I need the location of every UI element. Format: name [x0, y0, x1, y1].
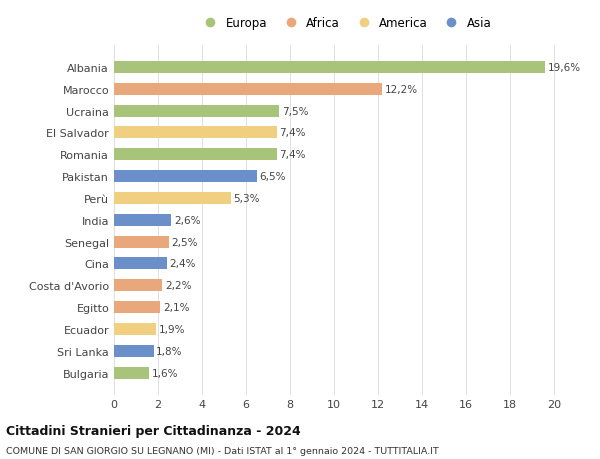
Text: 5,3%: 5,3%: [233, 194, 260, 203]
Bar: [114, 323, 156, 335]
Bar: [114, 62, 545, 74]
Bar: [114, 236, 169, 248]
Bar: [114, 302, 160, 313]
Text: 1,6%: 1,6%: [152, 368, 178, 378]
Text: 6,5%: 6,5%: [260, 172, 286, 182]
Text: 2,5%: 2,5%: [172, 237, 198, 247]
Text: 7,4%: 7,4%: [280, 150, 306, 160]
Text: 2,4%: 2,4%: [169, 259, 196, 269]
Bar: [114, 258, 167, 270]
Bar: [114, 84, 382, 95]
Text: 1,9%: 1,9%: [158, 325, 185, 334]
Bar: [114, 127, 277, 139]
Text: 2,1%: 2,1%: [163, 302, 190, 313]
Bar: [114, 106, 279, 118]
Text: 7,5%: 7,5%: [281, 106, 308, 116]
Text: 2,6%: 2,6%: [174, 215, 200, 225]
Text: Cittadini Stranieri per Cittadinanza - 2024: Cittadini Stranieri per Cittadinanza - 2…: [6, 424, 301, 437]
Text: 7,4%: 7,4%: [280, 128, 306, 138]
Legend: Europa, Africa, America, Asia: Europa, Africa, America, Asia: [199, 17, 491, 30]
Bar: [114, 367, 149, 379]
Bar: [114, 345, 154, 357]
Text: 19,6%: 19,6%: [548, 63, 581, 73]
Text: 12,2%: 12,2%: [385, 84, 418, 95]
Bar: [114, 171, 257, 183]
Bar: [114, 192, 230, 205]
Bar: [114, 280, 163, 292]
Bar: [114, 214, 171, 226]
Bar: [114, 149, 277, 161]
Text: 2,2%: 2,2%: [165, 281, 191, 291]
Text: 1,8%: 1,8%: [156, 346, 183, 356]
Text: COMUNE DI SAN GIORGIO SU LEGNANO (MI) - Dati ISTAT al 1° gennaio 2024 - TUTTITAL: COMUNE DI SAN GIORGIO SU LEGNANO (MI) - …: [6, 446, 439, 455]
